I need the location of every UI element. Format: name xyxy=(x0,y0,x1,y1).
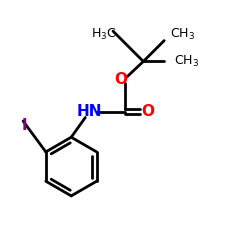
Text: O: O xyxy=(142,104,155,119)
Text: CH$_3$: CH$_3$ xyxy=(174,54,199,69)
Text: I: I xyxy=(21,118,27,132)
Text: CH$_3$: CH$_3$ xyxy=(170,27,195,42)
Text: H$_3$C: H$_3$C xyxy=(91,27,116,42)
Text: O: O xyxy=(114,72,127,87)
Text: HN: HN xyxy=(77,104,102,119)
